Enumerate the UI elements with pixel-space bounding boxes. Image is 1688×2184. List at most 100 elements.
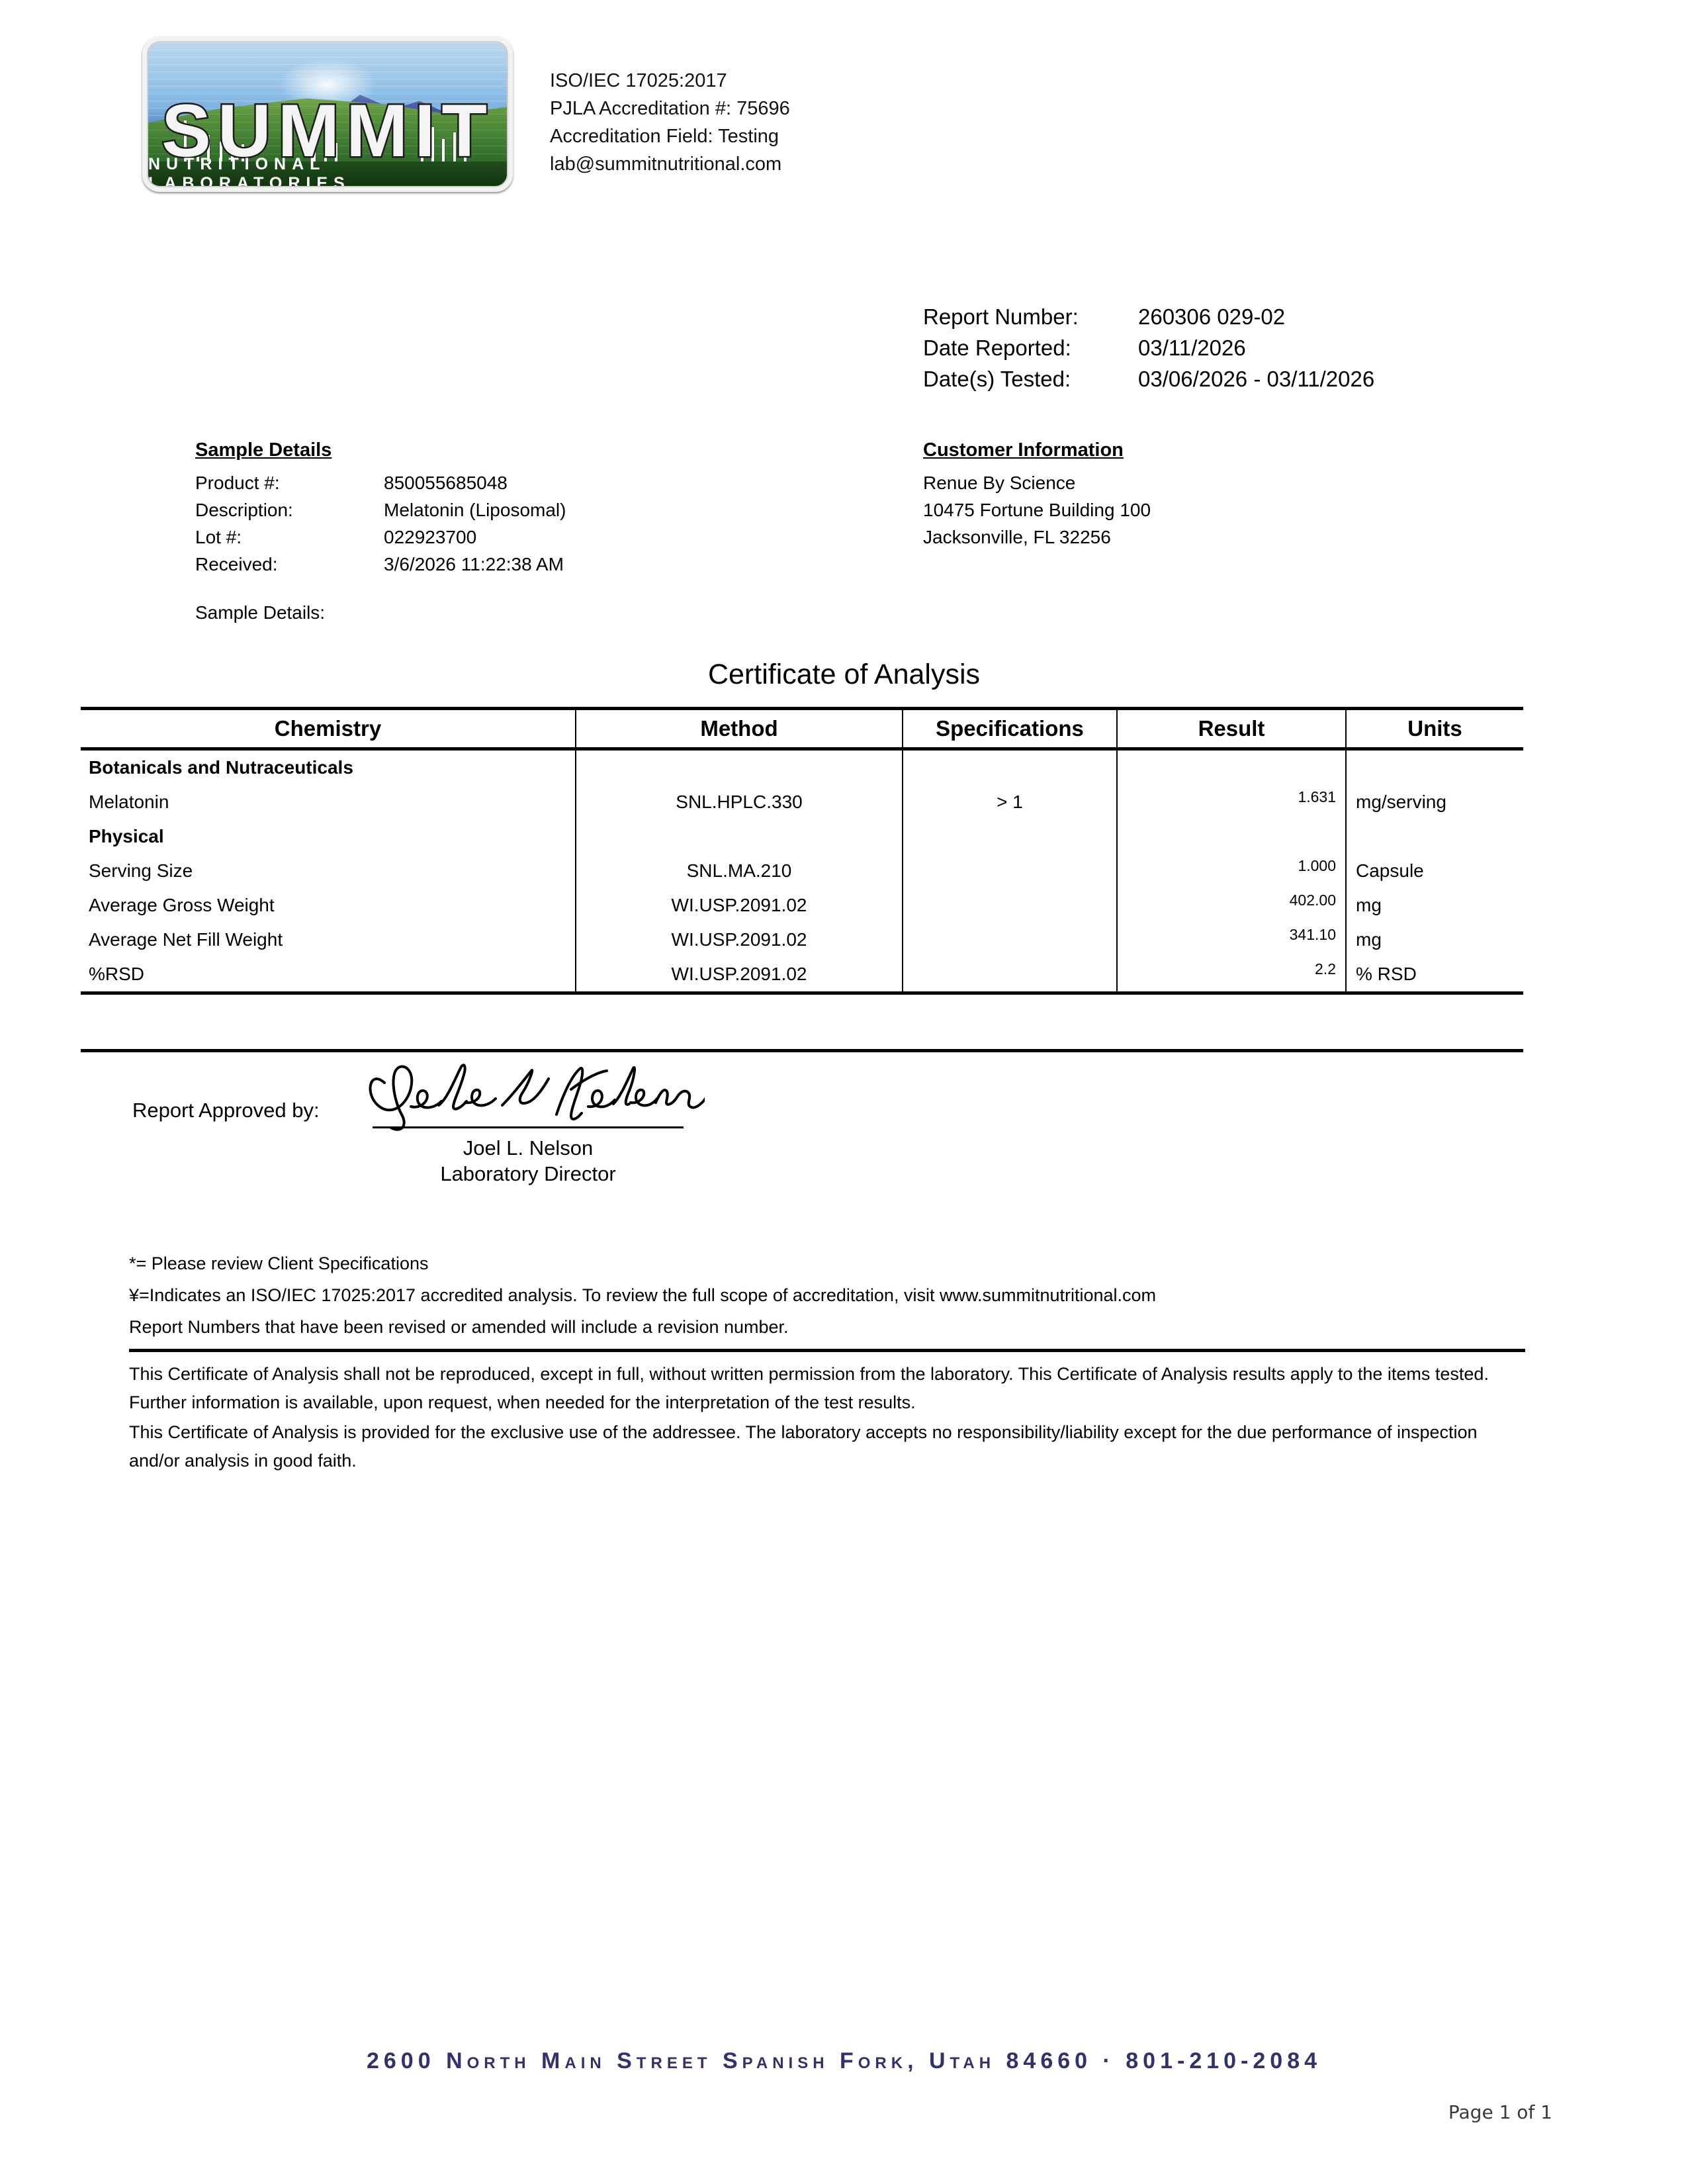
result-value: 341.10	[1289, 926, 1336, 943]
report-number-value: 260306 029-02	[1138, 304, 1286, 329]
received-label: Received:	[195, 554, 278, 574]
signatory-name: Joel L. Nelson	[463, 1136, 594, 1160]
footnote-revision-number: Report Numbers that have been revised or…	[129, 1317, 789, 1337]
product-label: Product #:	[195, 473, 280, 493]
dates-tested-row: Date(s) Tested: 03/06/2026 - 03/11/2026	[923, 363, 1374, 394]
report-number-label: Report Number:	[923, 304, 1079, 329]
customer-address-line2: Jacksonville, FL 32256	[923, 527, 1111, 547]
received-value: 3/6/2026 11:22:38 AM	[384, 554, 564, 574]
table-group-row: Physical	[81, 819, 1523, 854]
logo-wordmark: SUMMIT	[160, 89, 494, 173]
table-row: Melatonin SNL.HPLC.330 > 1 1.631 mg/serving	[81, 785, 1523, 819]
sample-details-title: Sample Details	[195, 439, 332, 461]
report-meta: Report Number: 260306 029-02 Date Report…	[923, 301, 1374, 394]
cell-chemistry: Average Net Fill Weight	[81, 923, 576, 957]
lot-row: Lot #: 022923700	[195, 523, 566, 551]
accreditation-field: Accreditation Field: Testing	[550, 126, 779, 147]
accreditation-info: ISO/IEC 17025:2017 PJLA Accreditation #:…	[550, 36, 790, 178]
description-label: Description:	[195, 500, 293, 520]
footnote-accredited-analysis: ¥=Indicates an ISO/IEC 17025:2017 accred…	[129, 1285, 1157, 1305]
description-row: Description: Melatonin (Liposomal)	[195, 496, 566, 523]
cell-method	[575, 749, 903, 785]
column-header-result: Result	[1116, 707, 1347, 751]
cell-result: 1.000	[1116, 854, 1347, 888]
cell-method: WI.USP.2091.02	[575, 923, 903, 957]
column-header-specifications: Specifications	[902, 707, 1118, 751]
cell-specifications	[902, 749, 1118, 785]
accreditation-pjla: PJLA Accreditation #: 75696	[550, 98, 790, 119]
cell-units: % RSD	[1345, 957, 1523, 995]
sample-details-block: Sample Details Product #: 850055685048 D…	[195, 437, 566, 578]
signatory-title: Laboratory Director	[440, 1162, 616, 1185]
customer-address-line1: 10475 Fortune Building 100	[923, 500, 1151, 520]
report-approved-label: Report Approved by:	[132, 1099, 320, 1122]
result-value: 1.631	[1298, 788, 1336, 805]
footer-address: 2600 North Main Street Spanish Fork, Uta…	[366, 2048, 1322, 2073]
product-row: Product #: 850055685048	[195, 469, 566, 496]
customer-name: Renue By Science	[923, 473, 1076, 493]
chromatogram-peaks-icon	[148, 95, 507, 162]
sample-details-note-label: Sample Details:	[195, 602, 326, 623]
lot-label: Lot #:	[195, 527, 242, 547]
cell-units	[1345, 819, 1523, 854]
customer-information-block: Customer Information Renue By Science 10…	[923, 437, 1151, 551]
result-value: 402.00	[1289, 891, 1336, 909]
date-reported-value: 03/11/2026	[1138, 336, 1246, 360]
cell-chemistry: Serving Size	[81, 854, 576, 888]
signatory-block: Joel L. Nelson Laboratory Director	[373, 1135, 684, 1187]
cell-chemistry: Botanicals and Nutraceuticals	[81, 749, 576, 785]
disclaimer-paragraph-1: This Certificate of Analysis shall not b…	[129, 1364, 1489, 1412]
date-reported-row: Date Reported: 03/11/2026	[923, 332, 1374, 363]
cell-units: mg	[1345, 888, 1523, 923]
table-header-row: Chemistry Method Specifications Result U…	[81, 707, 1523, 751]
cell-method	[575, 819, 903, 854]
dates-tested-value: 03/06/2026 - 03/11/2026	[1138, 367, 1375, 391]
cell-specifications	[902, 819, 1118, 854]
cell-result: 341.10	[1116, 923, 1347, 957]
table-row: Average Gross Weight WI.USP.2091.02 402.00…	[81, 888, 1523, 923]
disclaimer-divider	[129, 1349, 1525, 1352]
cell-units: Capsule	[1345, 854, 1523, 888]
result-value: 1.000	[1298, 857, 1336, 874]
cell-specifications	[902, 888, 1118, 923]
summit-logo: SUMMIT NUTRITIONAL LABORATORIES	[142, 36, 513, 192]
table-row: Serving Size SNL.MA.210 1.000 Capsule	[81, 854, 1523, 888]
lab-email: lab@summitnutritional.com	[550, 154, 782, 175]
dates-tested-label: Date(s) Tested:	[923, 367, 1071, 391]
cell-units: mg/serving	[1345, 785, 1523, 819]
cell-specifications	[902, 957, 1118, 995]
cell-method: WI.USP.2091.02	[575, 888, 903, 923]
product-value: 850055685048	[384, 473, 508, 493]
table-row: %RSD WI.USP.2091.02 2.2 % RSD	[81, 957, 1523, 995]
column-header-method: Method	[575, 707, 903, 751]
cell-units: mg	[1345, 923, 1523, 957]
page-header: SUMMIT NUTRITIONAL LABORATORIES ISO/IEC …	[142, 36, 790, 192]
cell-specifications: > 1	[902, 785, 1118, 819]
footnotes: *= Please review Client Specifications ¥…	[129, 1248, 1156, 1343]
result-value: 2.2	[1315, 960, 1336, 978]
cell-specifications	[902, 854, 1118, 888]
description-value: Melatonin (Liposomal)	[384, 500, 566, 520]
logo-band: NUTRITIONAL LABORATORIES	[148, 155, 507, 186]
lot-value: 022923700	[384, 527, 477, 547]
cell-result: 402.00	[1116, 888, 1347, 923]
column-header-units: Units	[1345, 707, 1523, 751]
footnote-client-specifications: *= Please review Client Specifications	[129, 1253, 429, 1273]
received-row: Received: 3/6/2026 11:22:38 AM	[195, 551, 566, 578]
cell-chemistry: Average Gross Weight	[81, 888, 576, 923]
logo-band-text: NUTRITIONAL LABORATORIES	[148, 154, 351, 187]
page-number: Page 1 of 1	[1448, 2101, 1552, 2123]
table-row: Average Net Fill Weight WI.USP.2091.02 341…	[81, 923, 1523, 957]
report-number-row: Report Number: 260306 029-02	[923, 301, 1374, 332]
signature-divider	[81, 1049, 1523, 1052]
disclaimer-block: This Certificate of Analysis shall not b…	[129, 1360, 1492, 1475]
accreditation-standard: ISO/IEC 17025:2017	[550, 70, 727, 91]
disclaimer-paragraph-2: This Certificate of Analysis is provided…	[129, 1422, 1478, 1471]
cell-method: WI.USP.2091.02	[575, 957, 903, 995]
table-group-row: Botanicals and Nutraceuticals	[81, 749, 1523, 785]
cell-method: SNL.MA.210	[575, 854, 903, 888]
signature-image	[369, 1064, 705, 1131]
signature-rule	[373, 1126, 684, 1128]
cell-result	[1116, 749, 1347, 785]
column-header-chemistry: Chemistry	[81, 707, 576, 751]
